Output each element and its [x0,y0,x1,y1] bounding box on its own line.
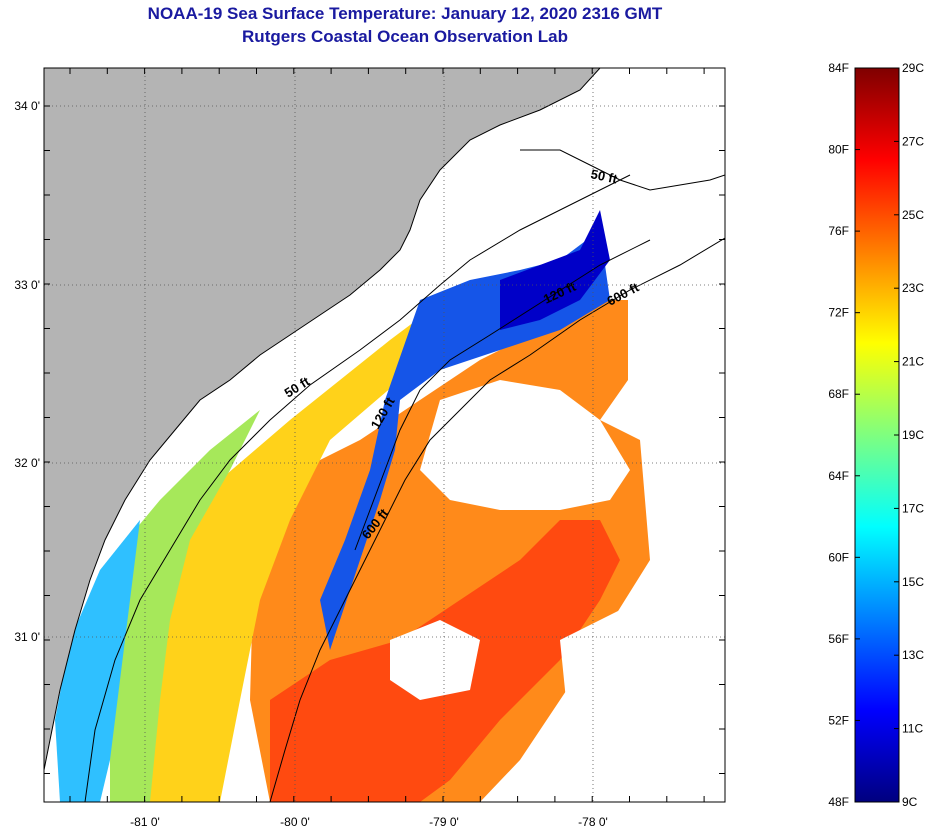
land-mass [44,68,600,770]
lat-label-34: 34 0' [14,99,40,113]
colorbar-label-f: 68F [828,387,849,401]
contour-50ft [84,174,631,802]
coastline-northeast [520,149,725,191]
sst-nearshore-cool [55,520,140,802]
colorbar-label-c: 29C [902,61,924,75]
lat-label-33: 33 0' [14,278,40,292]
sst-shelf-cold [320,230,610,650]
cloud-patch-offshore [420,380,630,510]
contour-label-50ft-north: 50 ft [589,166,619,186]
colorbar-ticks-fahrenheit: 84F 80F 76F 72F 68F 64F 60F 56F 52F 48F [828,61,860,809]
cloud-patch-south [390,620,480,700]
colorbar: 84F 80F 76F 72F 68F 64F 60F 56F 52F 48F 29C 27C 25C… [828,61,924,809]
colorbar-label-c: 25C [902,208,924,222]
coastline [44,68,601,771]
colorbar-label-f: 60F [828,550,849,564]
colorbar-label-f: 52F [828,713,849,727]
colorbar-label-c: 11C [902,722,923,736]
colorbar-label-f: 48F [828,795,849,809]
colorbar-label-c: 27C [902,134,924,148]
colorbar-ticks-celsius: 29C 27C 25C 23C 21C 19C 17C 15C 13C 11C 9C [894,61,924,809]
colorbar-label-c: 17C [902,501,924,515]
map-title: NOAA-19 Sea Surface Temperature: January… [147,4,663,23]
colorbar-label-c: 19C [902,428,924,442]
lon-label-78: -78 0' [578,815,608,829]
contour-600ft [269,237,725,802]
sst-green-band [110,410,260,802]
colorbar-label-f: 64F [828,469,849,483]
map-area [44,68,725,802]
colorbar-label-f: 84F [828,61,849,75]
colorbar-label-c: 13C [902,648,924,662]
cloud-patch-east [630,250,725,802]
colorbar-label-c: 15C [902,575,924,589]
colorbar-label-c: 9C [902,795,918,809]
lon-label-81: -81 0' [130,815,160,829]
sst-deep-cold [500,210,610,330]
lat-label-31: 31 0' [14,630,40,644]
contour-120ft [354,239,651,551]
colorbar-label-f: 72F [828,306,849,320]
colorbar-bar [854,67,900,803]
map-ticks [44,68,725,802]
lon-label-80: -80 0' [280,815,310,829]
colorbar-label-f: 56F [828,632,849,646]
lat-label-32: 32 0' [14,456,40,470]
graticule [44,68,725,802]
sst-yellow-band [150,310,430,802]
lon-label-79: -79 0' [429,815,459,829]
colorbar-label-c: 23C [902,281,924,295]
map-frame [43,67,726,803]
cloud-patch-southeast [560,610,680,802]
colorbar-label-f: 80F [828,143,849,157]
colorbar-label-f: 76F [828,224,849,238]
map-subtitle: Rutgers Coastal Ocean Observation Lab [242,27,568,46]
colorbar-label-c: 21C [902,355,924,369]
